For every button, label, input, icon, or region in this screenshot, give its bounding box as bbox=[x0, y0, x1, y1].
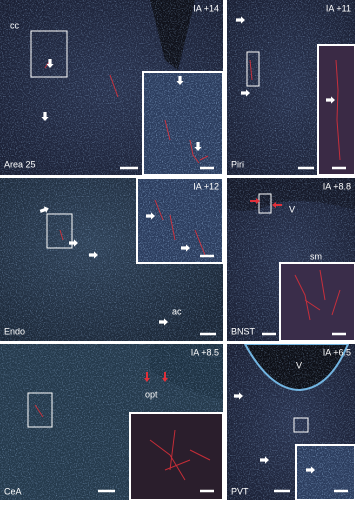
ia-label: IA +14 bbox=[193, 3, 219, 13]
labels: IA +14 Area 25 cc IA +11 Piri IA +12 End… bbox=[4, 3, 351, 496]
ia-label: IA +12 bbox=[193, 181, 219, 191]
structure-label: cc bbox=[10, 20, 20, 30]
structure-label: V bbox=[296, 360, 302, 370]
structure-label: V bbox=[289, 204, 295, 214]
region-label: CeA bbox=[4, 486, 22, 496]
region-label: BNST bbox=[231, 326, 256, 336]
fibers bbox=[34, 59, 341, 481]
ia-label: IA +11 bbox=[326, 3, 351, 13]
region-label: PVT bbox=[231, 486, 249, 496]
region-label: Endo bbox=[4, 326, 25, 336]
structure-label: ac bbox=[172, 306, 182, 316]
structure-label: opt bbox=[145, 389, 158, 399]
red-arrows bbox=[144, 198, 282, 382]
region-label: Piri bbox=[231, 159, 244, 169]
scale-bars bbox=[98, 166, 348, 493]
ia-label: IA +8.8 bbox=[323, 181, 351, 191]
region-label: Area 25 bbox=[4, 159, 36, 169]
insets bbox=[27, 30, 355, 501]
ia-label: IA +8.5 bbox=[191, 347, 219, 357]
structure-label: sm bbox=[310, 251, 322, 261]
ia-label: IA +6.5 bbox=[323, 347, 351, 357]
